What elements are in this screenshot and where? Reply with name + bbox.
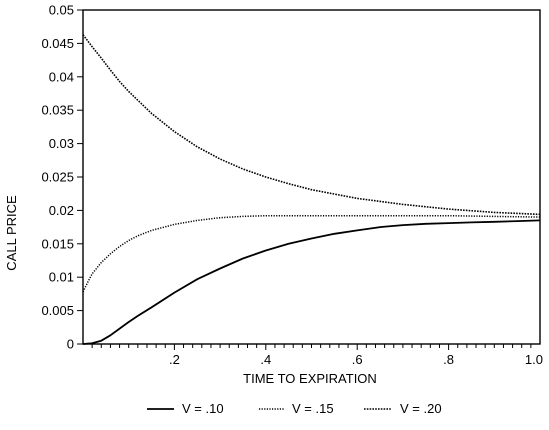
y-tick-label: 0.005 bbox=[41, 303, 74, 318]
y-tick-label: 0.035 bbox=[41, 103, 74, 118]
x-tick-label: .8 bbox=[443, 352, 454, 367]
y-tick-label: 0.02 bbox=[49, 203, 74, 218]
legend-label-3: V = .20 bbox=[400, 401, 442, 416]
y-tick-label: 0 bbox=[67, 337, 74, 352]
y-tick-label: 0.03 bbox=[49, 136, 74, 151]
y-tick-label: 0.01 bbox=[49, 270, 74, 285]
y-axis: 0 0.005 0.01 0.015 0.02 0.025 0.03 0.035 0.04 0.0… bbox=[41, 3, 83, 352]
plot-frame bbox=[82, 9, 541, 345]
legend-label-1: V = .10 bbox=[182, 401, 224, 416]
y-tick-label: 0.04 bbox=[49, 69, 74, 84]
series-line-3 bbox=[82, 34, 541, 216]
y-tick-label: 0.045 bbox=[41, 36, 74, 51]
series-line-2 bbox=[82, 214, 541, 293]
x-tick-label: .4 bbox=[260, 352, 271, 367]
legend-label-2: V = .15 bbox=[292, 401, 334, 416]
legend: V = .10 V = .15 V = .20 bbox=[147, 401, 442, 416]
y-tick-label: 0.015 bbox=[41, 236, 74, 251]
x-tick-label: .2 bbox=[169, 352, 180, 367]
x-tick-label: 1.0 bbox=[525, 352, 543, 367]
x-axis: .2 .4 .6 .8 1.0 bbox=[91, 344, 543, 367]
x-axis-title: TIME TO EXPIRATION bbox=[243, 371, 377, 386]
plot-area bbox=[82, 9, 541, 345]
y-tick-label: 0.05 bbox=[49, 3, 74, 18]
y-tick-label: 0.025 bbox=[41, 170, 74, 185]
y-axis-title: CALL PRICE bbox=[4, 195, 19, 271]
x-tick-label: .6 bbox=[352, 352, 363, 367]
series-line-1 bbox=[82, 219, 541, 345]
